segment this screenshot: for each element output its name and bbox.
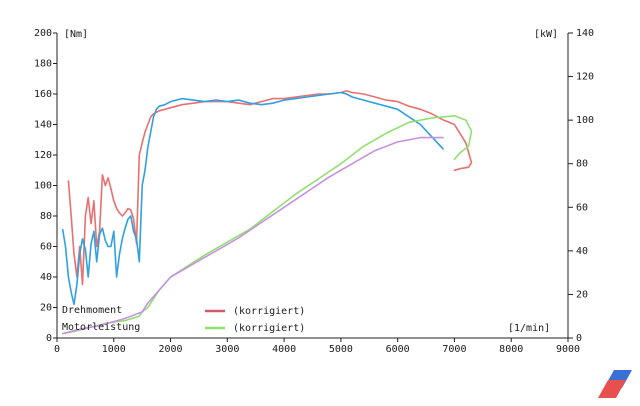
y-left-tick-label: 60 <box>40 242 52 253</box>
x-tick-label: 2000 <box>159 344 183 355</box>
legend-key-drehmoment: (korrigiert) <box>233 306 305 317</box>
x-tick-label: 4000 <box>272 344 296 355</box>
x-tick-label: 5000 <box>329 344 353 355</box>
y-right-tick-label: 40 <box>576 246 588 257</box>
y-right-tick-label: 20 <box>576 289 588 300</box>
series-line-motorleistung-2 <box>61 115 473 335</box>
legend: Drehmoment (korrigiert) Motorleistung (k… <box>62 305 305 334</box>
y-left-tick-label: 120 <box>34 150 52 161</box>
data-series <box>61 90 473 335</box>
legend-key-motorleistung: (korrigiert) <box>233 323 305 334</box>
x-tick-label: 0 <box>54 344 60 355</box>
y-right-tick-label: 0 <box>576 333 582 344</box>
axes <box>53 32 573 342</box>
x-tick-label: 9000 <box>556 344 580 355</box>
y-left-tick-label: 20 <box>40 303 52 314</box>
legend-label-drehmoment: Drehmoment <box>62 305 122 316</box>
y-right-tick-label: 120 <box>576 72 594 83</box>
y-right-unit-label: [kW] <box>534 29 558 40</box>
y-left-tick-label: 200 <box>34 28 52 39</box>
x-tick-label: 3000 <box>215 344 239 355</box>
x-tick-label: 7000 <box>442 344 466 355</box>
y-left-tick-label: 100 <box>34 181 52 192</box>
y-right-tick-label: 100 <box>576 115 594 126</box>
logo-mark <box>598 370 632 398</box>
y-right-tick-label: 60 <box>576 202 588 213</box>
y-left-tick-label: 40 <box>40 272 52 283</box>
y-left-tick-label: 0 <box>46 333 52 344</box>
series-line-drehmoment-1 <box>61 91 444 306</box>
y-left-unit-label: [Nm] <box>64 29 88 40</box>
y-left-tick-label: 160 <box>34 89 52 100</box>
y-left-tick-label: 140 <box>34 120 52 131</box>
y-left-tick-label: 180 <box>34 59 52 70</box>
x-tick-label: 8000 <box>499 344 523 355</box>
y-right-tick-label: 140 <box>576 28 594 39</box>
y-right-tick-label: 80 <box>576 159 588 170</box>
x-unit-label: [1/min] <box>508 323 550 334</box>
tick-labels: 0 1000 2000 3000 4000 5000 6000 7000 8000 9000020… <box>34 28 594 355</box>
x-tick-label: 1000 <box>102 344 126 355</box>
legend-label-motorleistung: Motorleistung <box>62 322 140 333</box>
x-tick-label: 6000 <box>386 344 410 355</box>
y-left-tick-label: 80 <box>40 211 52 222</box>
series-line-motorleistung-3 <box>61 136 444 335</box>
